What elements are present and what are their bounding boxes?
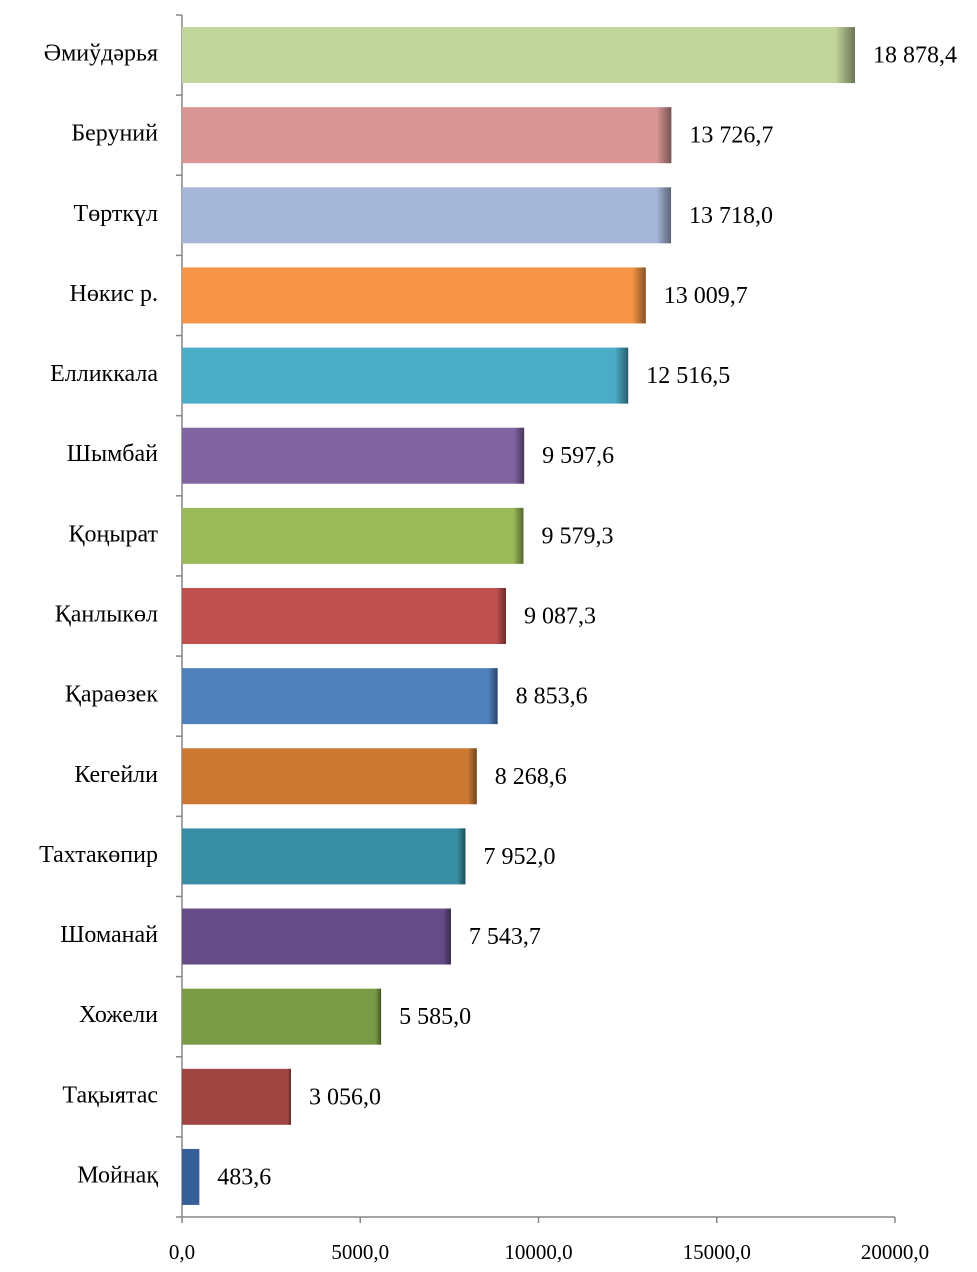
bar-shade (182, 828, 466, 885)
x-tick-label: 10000,0 (504, 1240, 572, 1264)
category-label: Шымбай (67, 441, 158, 467)
category-label: Тақыятас (62, 1082, 158, 1108)
value-label: 7 543,7 (469, 924, 541, 950)
value-label: 13 726,7 (689, 123, 773, 149)
bar-shade (182, 27, 856, 84)
value-label: 12 516,5 (646, 363, 730, 389)
value-label: 9 579,3 (542, 523, 614, 549)
category-label: Кегейли (74, 762, 158, 788)
value-label: 483,6 (217, 1164, 271, 1190)
category-label: Қанлыкөл (55, 602, 158, 628)
bar-shade (182, 668, 498, 725)
category-label: Тахтакөпир (39, 842, 158, 868)
bar-shade (182, 1068, 291, 1125)
bar-shade (182, 588, 506, 644)
bar-shade (182, 267, 646, 324)
value-label: 9 087,3 (524, 604, 596, 630)
bar-shade (182, 427, 525, 484)
category-label: Шоманай (60, 922, 158, 948)
category-label: Қараөзек (65, 682, 158, 708)
category-label: Хожели (79, 1002, 158, 1028)
value-label: 9 597,6 (542, 443, 614, 469)
value-label: 5 585,0 (399, 1004, 471, 1030)
value-label: 7 952,0 (483, 844, 555, 870)
x-tick-label: 5000,0 (331, 1240, 389, 1264)
bar-shade (182, 107, 672, 164)
bar-shade (182, 187, 672, 244)
bar-shade (182, 347, 629, 404)
value-label: 8 853,6 (516, 684, 588, 710)
category-label: Нөкис р. (70, 281, 159, 307)
bar-shade (182, 748, 477, 805)
x-tick-label: 20000,0 (861, 1240, 929, 1264)
value-label: 13 009,7 (664, 283, 748, 309)
bar-shade (182, 1148, 200, 1205)
category-label: Беруний (71, 121, 158, 147)
category-label: Төрткүл (74, 201, 158, 227)
category-label: Елликкала (50, 361, 158, 387)
bar-shade (182, 507, 524, 564)
bar-shade (182, 908, 451, 965)
x-tick-label: 0,0 (169, 1240, 195, 1264)
category-label: Әмиўдәрья (44, 41, 158, 67)
bar-shade (182, 988, 382, 1045)
category-label: Мойнақ (77, 1162, 158, 1188)
value-label: 3 056,0 (309, 1084, 381, 1110)
value-label: 8 268,6 (495, 764, 567, 790)
value-label: 18 878,4 (873, 43, 957, 69)
category-label: Қоңырат (69, 521, 159, 547)
x-tick-label: 15000,0 (683, 1240, 751, 1264)
value-label: 13 718,0 (689, 203, 773, 229)
